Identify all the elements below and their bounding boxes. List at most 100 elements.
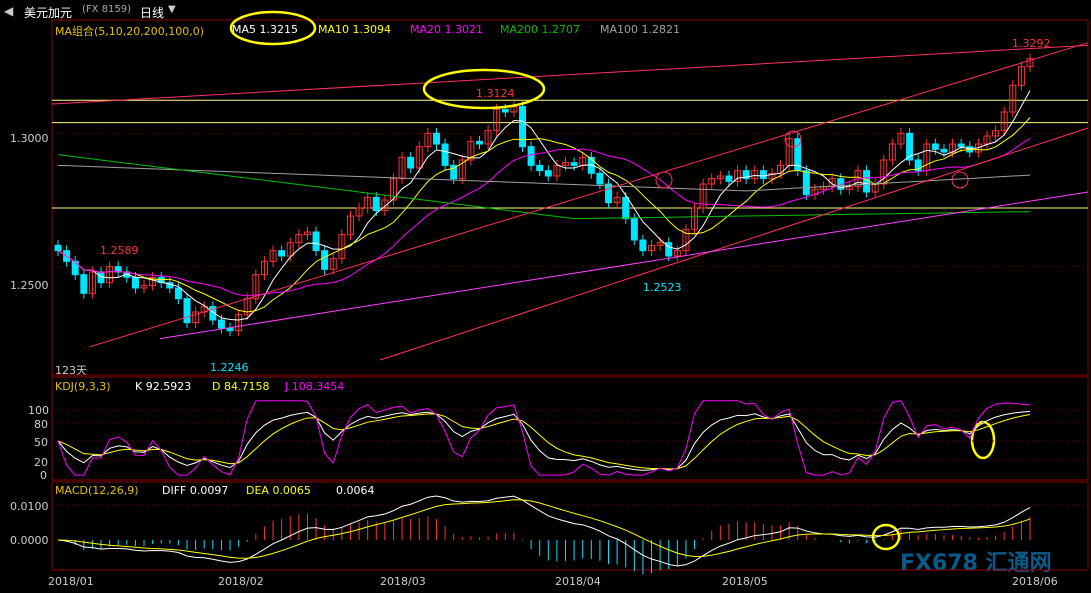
x-tick-mar: 2018/03 [380,575,426,588]
candle-body [931,143,939,150]
candle-body [742,170,750,180]
candle-body [312,231,320,252]
candle-body [381,199,389,212]
kdj-tick-50: 50 [34,436,48,449]
candle-body [802,170,810,196]
candle-body [751,170,759,180]
candle-body [665,242,673,257]
back-icon[interactable]: ◀ [4,4,14,18]
candle-body [983,135,991,145]
candle-body [544,170,552,177]
candle-body [372,196,380,212]
days-label: 123天 [55,364,87,377]
ma20-legend: MA20 1.3021 [410,23,483,36]
macd-dea-line [57,499,1031,559]
kdj-tick-0: 0 [40,469,47,482]
kdj-tick-100: 100 [28,404,49,417]
candle-body [596,172,604,185]
period-selector[interactable]: 日线 [140,6,165,20]
candle-body [338,234,346,260]
macd-dea: DEA 0.0065 [246,484,311,497]
trend-line-3 [379,127,1089,361]
kdj-d-line [57,413,1031,470]
candle-body [295,234,303,244]
candle-body [992,130,1000,137]
kdj-tick-20: 20 [34,456,48,469]
macd-diff: DIFF 0.0097 [162,484,229,497]
kdj-j-line [57,400,1031,476]
candle-body [648,244,656,252]
touch-point-circle [784,130,802,148]
peak-label: 1.3124 [476,87,515,100]
candle-body [828,178,836,188]
macd-tick-0.0000: 0.0000 [10,534,49,547]
candle-body [605,183,613,204]
candle-body [622,196,630,220]
symbol-code: (FX 8159) [82,4,132,15]
macd-value: 0.0064 [336,484,375,497]
candle-body [1000,111,1008,132]
candle-body [493,108,501,132]
candle-body [286,242,294,257]
macd-diff-line [57,495,1031,567]
trend-line-magenta [159,191,1089,340]
candle-body [957,143,965,148]
candle-body [355,207,363,217]
candle-body [562,162,570,166]
macd-legend[interactable]: MACD(12,26,9) [55,484,139,497]
ma5-highlight-ellipse [229,10,317,46]
ma-group-legend[interactable]: MA组合(5,10,20,200,100,0) [55,25,205,38]
candle-body [321,250,329,270]
candle-body [106,266,114,284]
candle-body [484,130,492,145]
low1-label: 1.2246 [210,361,249,374]
kdj-highlight-ellipse [970,420,996,460]
candle-body [880,159,888,185]
candle-body [398,156,406,180]
candle-body [235,314,243,332]
candle-body [303,231,311,236]
candle-body [897,132,905,145]
low2-label: 1.2523 [643,281,682,294]
kdj-tick-80: 80 [34,418,48,431]
symbol-title: 美元加元 [24,6,73,20]
ma5-line [57,90,1031,321]
candle-body [768,172,776,180]
candle-body [140,284,148,289]
ma200-legend: MA200 1.2707 [500,23,580,36]
chevron-down-icon[interactable]: ▼ [168,4,176,15]
candle-body [518,106,526,148]
candle-body [725,175,733,182]
candle-body [699,183,707,209]
candle-body [389,178,397,201]
candle-body [80,274,88,294]
channel-upper-line [51,44,1089,105]
candle-body [278,250,286,257]
channel-lower-line [89,42,1089,348]
ma200-line [57,154,1031,220]
candle-body [811,188,819,196]
candle-body [673,250,681,257]
kdj-panel-border [51,376,1089,481]
y-tick-1.3000: 1.3000 [10,132,49,145]
candle-body [174,287,182,300]
candle-body [424,132,432,148]
ma5-legend: MA5 1.3215 [232,23,298,36]
candle-body [407,156,415,169]
x-tick-jan: 2018/01 [48,575,94,588]
candle-body [708,178,716,185]
candle-body [759,170,767,180]
candle-body [54,244,62,252]
candle-body [906,132,914,161]
candle-body [682,228,690,252]
candle-body [914,159,922,172]
candle-body [346,215,354,236]
candle-body [475,140,483,145]
candle-body [458,159,466,180]
candle-body [260,260,268,276]
kdj-legend[interactable]: KDJ(9,3,3) [55,380,111,393]
macd-panel-border [51,481,1089,571]
candle-body [252,274,260,300]
left-peak-label: 1.2589 [100,244,139,257]
